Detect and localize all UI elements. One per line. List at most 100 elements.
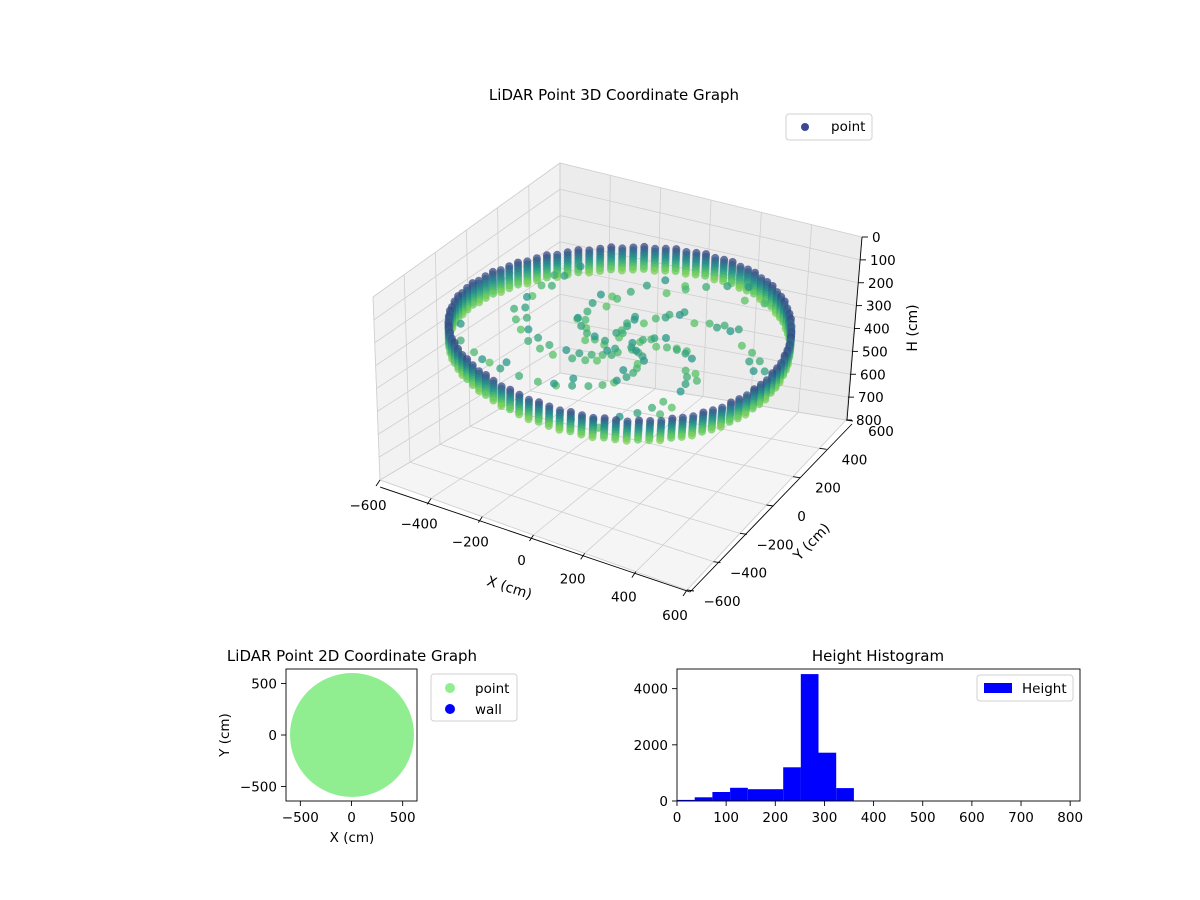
data-point (545, 341, 554, 349)
data-point (648, 403, 656, 412)
data-point (573, 313, 582, 322)
data-point (661, 313, 670, 322)
grid-line (559, 162, 863, 238)
z-tick-label: 200 (868, 276, 894, 292)
data-point (656, 410, 665, 419)
data-point (651, 314, 660, 323)
y-tick-label: 2000 (634, 738, 668, 754)
chart-3d-zlabel: H (cm) (905, 304, 921, 351)
data-point (733, 414, 742, 423)
grid-line (559, 267, 855, 329)
data-point (537, 281, 546, 290)
data-point (497, 288, 505, 296)
chart-2d: LiDAR Point 2D Coordinate Graph −500 0 500… (217, 647, 518, 846)
histogram-bar (677, 799, 695, 801)
data-point (560, 271, 569, 280)
data-point (667, 403, 676, 412)
data-point (617, 266, 626, 275)
data-point (612, 376, 621, 385)
data-point (583, 307, 592, 316)
data-point (510, 304, 519, 313)
legend-wall-marker (445, 704, 455, 714)
data-point (710, 275, 719, 284)
data-point (515, 410, 524, 419)
data-point (583, 329, 591, 338)
y-tick-label: 0 (268, 728, 277, 744)
histogram-bar (730, 787, 748, 801)
y-tick-label: −200 (756, 537, 793, 553)
histogram-bar (836, 788, 854, 801)
data-point (642, 281, 651, 290)
z-tick-label: 800 (856, 413, 882, 429)
y-tick (766, 504, 774, 507)
data-point (577, 430, 586, 439)
grid-line (376, 267, 561, 389)
data-point (656, 436, 665, 445)
data-point (534, 417, 543, 426)
data-point (760, 367, 769, 376)
data-point (755, 400, 764, 409)
z-tick-label: 700 (858, 390, 884, 406)
grid-line (409, 461, 714, 563)
y-tick-label: −400 (730, 566, 767, 582)
data-point (681, 285, 690, 294)
grid-line (559, 188, 861, 261)
data-point (748, 404, 757, 413)
data-point (577, 321, 586, 330)
data-point (749, 289, 758, 298)
grid-line (439, 443, 741, 534)
data-point (475, 387, 484, 396)
data-point (514, 280, 523, 289)
data-point (760, 299, 769, 308)
data-point (515, 372, 524, 380)
data-point (628, 265, 637, 274)
data-point (511, 315, 520, 324)
x-tick (375, 479, 381, 487)
chart-hist: Height Histogram 0 100 200 300 400 500 600 700 8… (634, 647, 1083, 826)
data-point (599, 433, 608, 442)
chart-3d-panes (372, 162, 863, 591)
data-point (506, 405, 514, 414)
x-tick (682, 589, 688, 597)
data-point (588, 299, 597, 307)
chart-hist-frame (676, 668, 1081, 802)
data-point (622, 436, 631, 445)
data-point (497, 402, 506, 410)
data-point (602, 302, 611, 311)
x-tick-label: 500 (390, 810, 416, 826)
x-tick-label: 800 (1057, 810, 1083, 826)
x-tick-label: 200 (560, 571, 586, 587)
data-point (534, 333, 543, 342)
y-tick (819, 447, 827, 450)
data-point (652, 342, 661, 351)
data-point (723, 282, 732, 291)
data-point (584, 382, 593, 391)
data-point (524, 325, 533, 334)
data-point (734, 325, 743, 334)
data-point (588, 433, 597, 442)
data-point (745, 357, 754, 366)
data-point (683, 373, 691, 381)
grid-line (378, 346, 561, 458)
data-point (542, 273, 551, 282)
x-tick-label: 600 (959, 810, 985, 826)
data-point (568, 354, 577, 363)
data-point (667, 433, 676, 442)
x-tick-label: 0 (347, 810, 356, 826)
y-tick (739, 532, 748, 535)
x-tick-label: 200 (762, 810, 788, 826)
x-tick-label: 700 (1008, 810, 1034, 826)
data-point (626, 287, 635, 296)
z-tick-label: 400 (864, 322, 890, 338)
z-tick-label: 300 (866, 299, 892, 315)
data-point (726, 327, 735, 336)
grid-line (469, 426, 767, 506)
data-point (720, 321, 729, 330)
data-point (638, 335, 647, 344)
legend-wall-label: wall (475, 702, 502, 718)
chart-3d-legend: point (785, 113, 873, 141)
data-point (456, 336, 465, 345)
data-point (629, 368, 638, 377)
y-tick-label: −600 (703, 594, 740, 610)
data-point (607, 265, 615, 274)
